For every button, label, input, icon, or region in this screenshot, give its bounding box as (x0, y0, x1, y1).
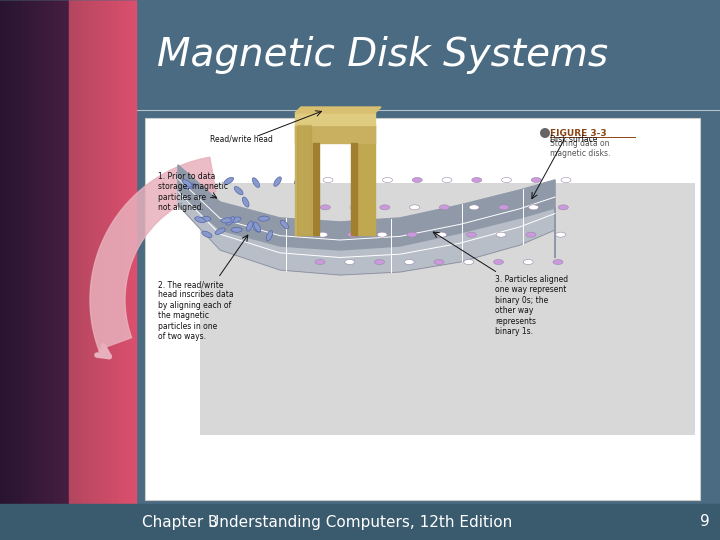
Text: 1. Prior to data
storage, magnetic
particles are
not aligned.: 1. Prior to data storage, magnetic parti… (158, 172, 228, 212)
Ellipse shape (350, 205, 360, 210)
Ellipse shape (553, 260, 563, 265)
Ellipse shape (531, 178, 541, 183)
Text: Storing data on
magnetic disks.: Storing data on magnetic disks. (550, 139, 611, 158)
Bar (145, 118, 700, 500)
Ellipse shape (434, 260, 444, 265)
Bar (200, 183, 695, 435)
Ellipse shape (234, 186, 243, 195)
Ellipse shape (215, 228, 225, 234)
Ellipse shape (558, 205, 568, 210)
Text: 3. Particles aligned
one way represent
binary 0s; the
other way
represents
binar: 3. Particles aligned one way represent b… (495, 275, 568, 336)
Text: 9: 9 (701, 515, 710, 530)
Ellipse shape (230, 217, 241, 222)
Ellipse shape (464, 260, 474, 265)
Polygon shape (90, 157, 216, 349)
Ellipse shape (404, 260, 414, 265)
Text: Disk surface: Disk surface (550, 135, 598, 144)
Ellipse shape (523, 260, 534, 265)
Ellipse shape (258, 216, 269, 221)
Ellipse shape (499, 205, 509, 210)
Ellipse shape (467, 232, 477, 237)
Ellipse shape (243, 197, 249, 207)
Ellipse shape (226, 217, 235, 225)
Ellipse shape (442, 178, 452, 183)
Text: 2. The read/write
head inscribes data
by aligning each of
the magnetic
particles: 2. The read/write head inscribes data by… (158, 280, 233, 341)
Polygon shape (178, 165, 555, 275)
Ellipse shape (320, 205, 330, 210)
Text: FIGURE 3-3: FIGURE 3-3 (550, 129, 607, 138)
Ellipse shape (436, 232, 446, 237)
Ellipse shape (526, 232, 536, 237)
Ellipse shape (353, 178, 363, 183)
Bar (137, 0, 720, 540)
Ellipse shape (382, 178, 392, 183)
Ellipse shape (294, 176, 303, 184)
Ellipse shape (380, 205, 390, 210)
Text: Read/write head: Read/write head (210, 135, 273, 144)
Ellipse shape (345, 260, 355, 265)
Polygon shape (295, 107, 381, 113)
Ellipse shape (194, 217, 205, 222)
Ellipse shape (413, 178, 422, 183)
Ellipse shape (469, 205, 479, 210)
Ellipse shape (348, 232, 357, 237)
Ellipse shape (246, 221, 253, 231)
Text: Chapter 3: Chapter 3 (142, 515, 218, 530)
Ellipse shape (323, 178, 333, 183)
Ellipse shape (253, 222, 261, 232)
Ellipse shape (252, 224, 260, 232)
Ellipse shape (224, 177, 233, 185)
Ellipse shape (540, 128, 550, 138)
Ellipse shape (496, 232, 506, 237)
Text: Understanding Computers, 12th Edition: Understanding Computers, 12th Edition (208, 515, 512, 530)
Ellipse shape (280, 220, 289, 229)
Ellipse shape (315, 260, 325, 265)
Ellipse shape (528, 205, 539, 210)
Ellipse shape (377, 232, 387, 237)
Ellipse shape (502, 178, 511, 183)
Ellipse shape (410, 205, 420, 210)
Ellipse shape (266, 231, 273, 241)
Ellipse shape (202, 231, 212, 238)
Ellipse shape (274, 177, 282, 186)
Ellipse shape (472, 178, 482, 183)
Ellipse shape (493, 260, 503, 265)
Text: Magnetic Disk Systems: Magnetic Disk Systems (157, 36, 608, 74)
Ellipse shape (252, 178, 260, 187)
Bar (0, 504, 720, 540)
Ellipse shape (374, 260, 384, 265)
Ellipse shape (231, 227, 242, 232)
Ellipse shape (221, 218, 232, 223)
Ellipse shape (200, 217, 211, 221)
Ellipse shape (556, 232, 566, 237)
Ellipse shape (318, 232, 328, 237)
Ellipse shape (407, 232, 417, 237)
Ellipse shape (182, 180, 192, 187)
Ellipse shape (439, 205, 449, 210)
Ellipse shape (561, 178, 571, 183)
Ellipse shape (185, 183, 195, 188)
Polygon shape (178, 165, 555, 258)
